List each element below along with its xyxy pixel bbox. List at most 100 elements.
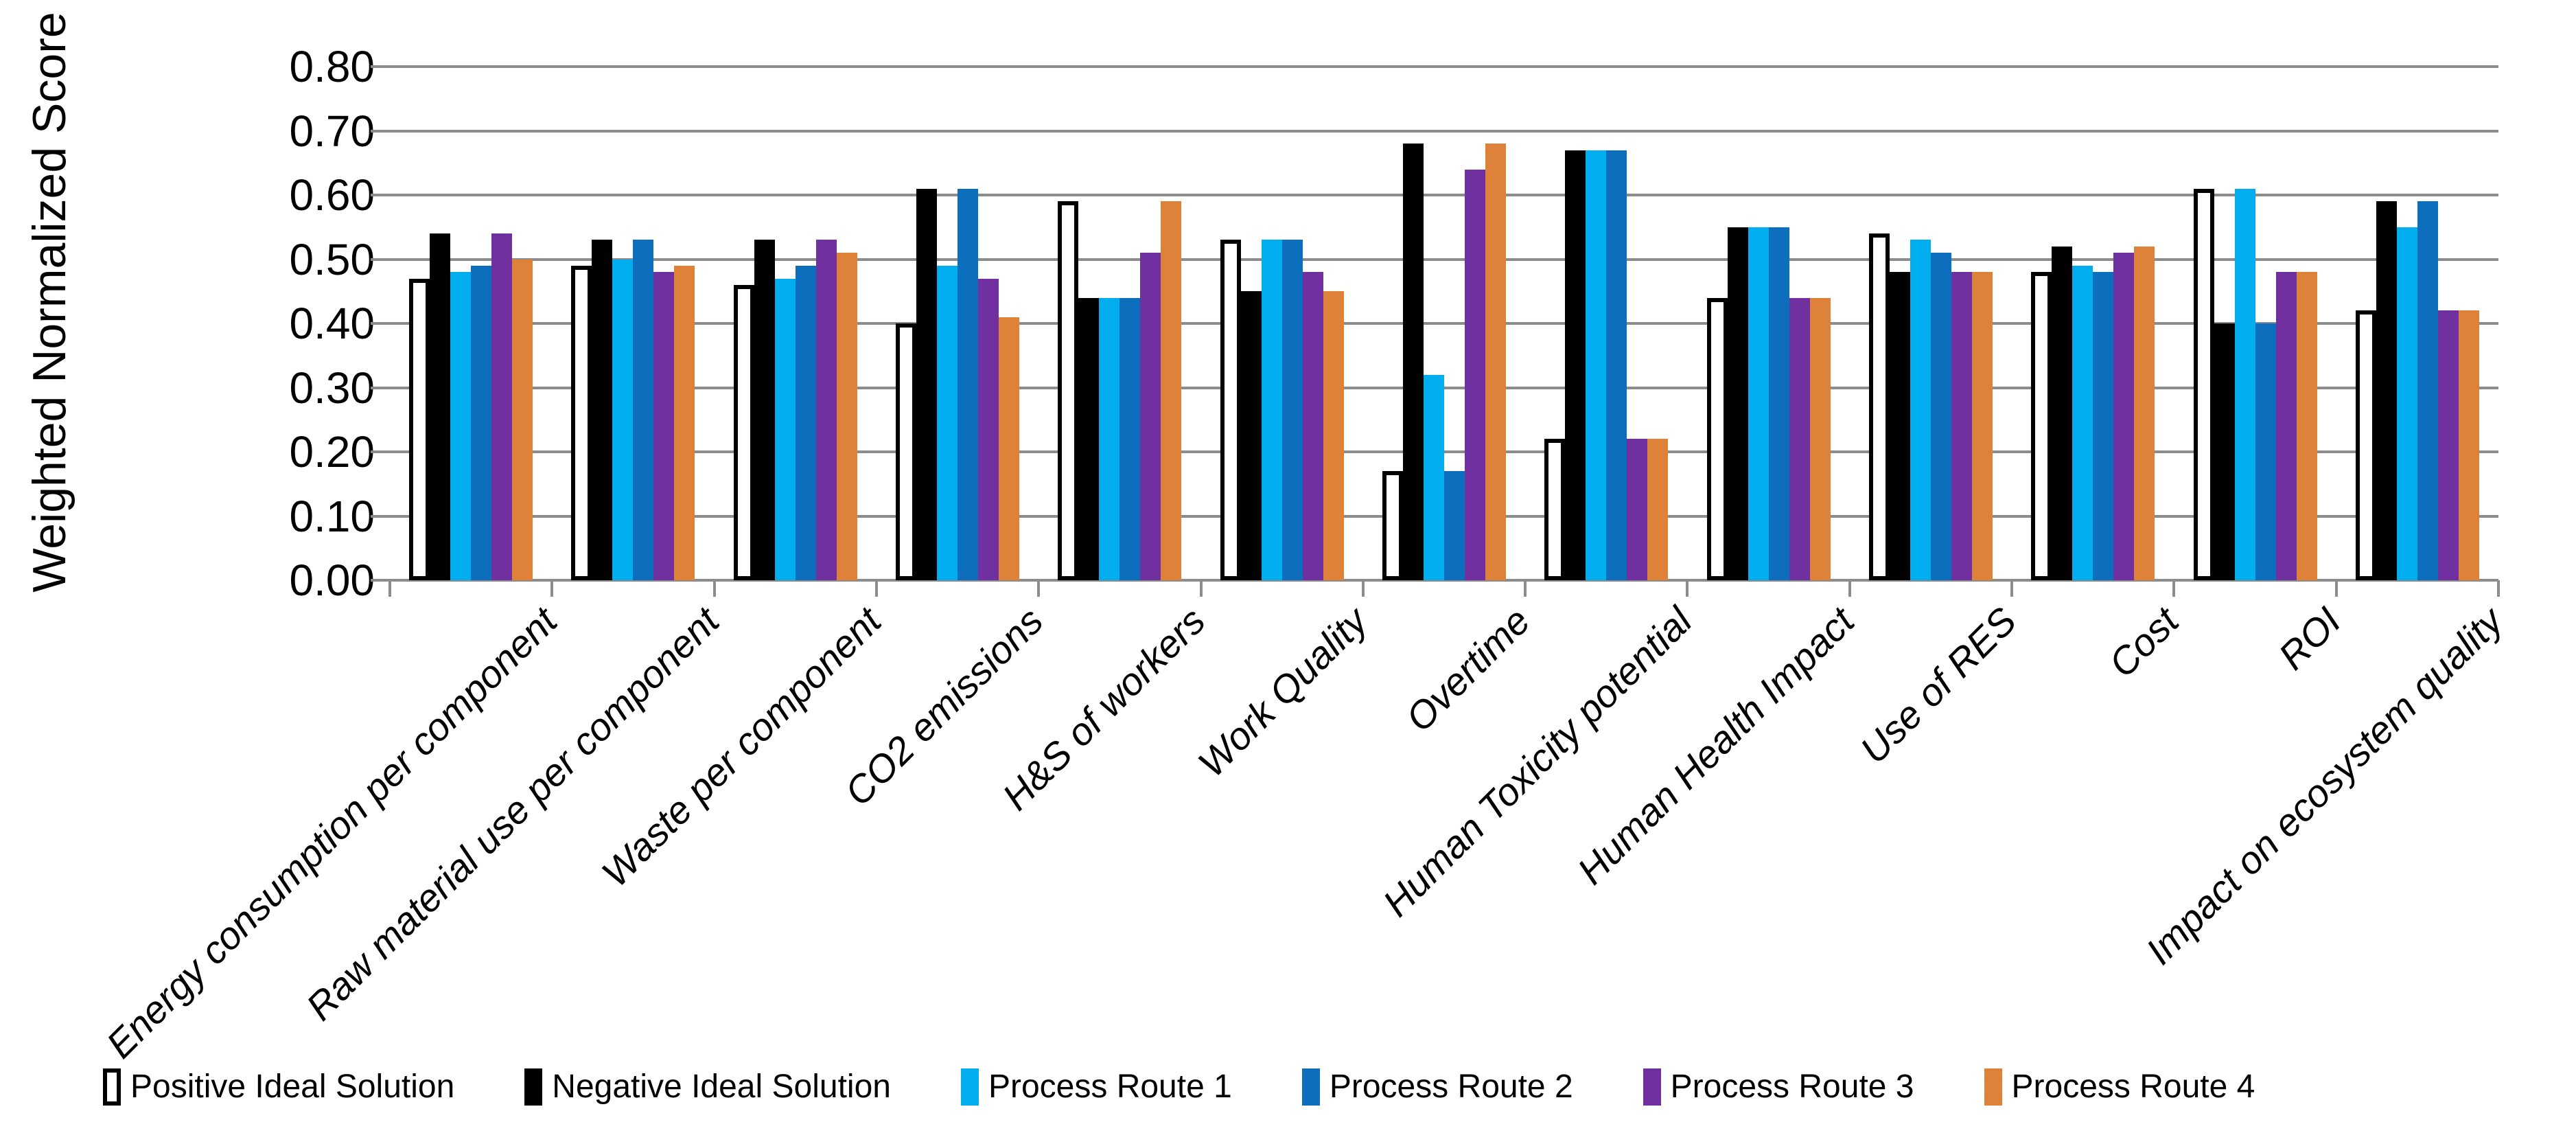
bar-group xyxy=(2174,67,2336,580)
legend-item: Process Route 3 xyxy=(1643,1068,1914,1106)
gridline xyxy=(390,194,2498,196)
bar-series5-cat12 xyxy=(2275,272,2297,580)
x-tick-mark xyxy=(1361,580,1365,597)
bar-series2-cat7 xyxy=(1403,144,1424,580)
bar-series3-cat10 xyxy=(1910,240,1931,580)
x-tick-mark xyxy=(2497,580,2500,597)
bar-series5-cat13 xyxy=(2437,310,2459,580)
y-tick-label: 0.20 xyxy=(289,427,375,477)
bar-group xyxy=(2012,67,2174,580)
bar-group xyxy=(552,67,714,580)
legend: Positive Ideal Solution Negative Ideal So… xyxy=(103,1068,2255,1106)
y-tick-mark xyxy=(371,129,390,133)
gridline xyxy=(390,129,2498,133)
bar-series3-cat13 xyxy=(2396,227,2417,580)
bar-series2-cat10 xyxy=(1889,272,1910,580)
bar-series4-cat8 xyxy=(1606,150,1627,580)
bar-series4-cat4 xyxy=(958,188,979,580)
bar-group xyxy=(1525,67,1687,580)
x-category-label: Cost xyxy=(2100,599,2187,686)
bar-group xyxy=(2336,67,2498,580)
bar-group xyxy=(877,67,1038,580)
bar-series4-cat6 xyxy=(1281,240,1303,580)
bar-series4-cat7 xyxy=(1444,471,1465,580)
bar-series1-cat10 xyxy=(1868,233,1890,580)
x-tick-mark xyxy=(2172,580,2176,597)
x-tick-mark xyxy=(712,580,716,597)
legend-item: Process Route 1 xyxy=(960,1068,1232,1106)
bar-series2-cat5 xyxy=(1078,297,1100,580)
bar-series1-cat5 xyxy=(1058,201,1079,580)
x-category-label: Waste per component xyxy=(593,599,890,895)
bar-series4-cat10 xyxy=(1930,253,1951,580)
bar-series6-cat12 xyxy=(2296,272,2317,580)
bar-series6-cat4 xyxy=(999,317,1020,580)
bar-groups xyxy=(390,67,2498,580)
bar-series3-cat6 xyxy=(1261,240,1282,580)
bar-series2-cat11 xyxy=(2052,246,2073,580)
bar-series6-cat5 xyxy=(1161,201,1182,580)
bar-series1-cat11 xyxy=(2031,272,2052,580)
y-tick-mark xyxy=(371,579,390,582)
bar-series6-cat9 xyxy=(1809,297,1831,580)
legend-item: Process Route 4 xyxy=(1984,1068,2255,1106)
y-tick-mark xyxy=(371,450,390,453)
bar-series1-cat1 xyxy=(409,278,430,580)
x-tick-mark xyxy=(1524,580,1527,597)
bar-series3-cat1 xyxy=(450,272,472,580)
bar-series5-cat9 xyxy=(1789,297,1810,580)
bar-series3-cat7 xyxy=(1424,374,1445,580)
legend-swatch-icon xyxy=(103,1068,121,1106)
bar-series1-cat4 xyxy=(896,323,917,580)
y-tick-mark xyxy=(371,194,390,196)
bar-series6-cat8 xyxy=(1647,439,1669,580)
x-tick-mark xyxy=(1037,580,1041,597)
x-category-label: Use of RES xyxy=(1852,599,2025,772)
legend-label: Process Route 3 xyxy=(1670,1068,1914,1105)
y-tick-label: 0.00 xyxy=(289,556,375,605)
legend-label: Process Route 4 xyxy=(2011,1068,2255,1105)
bar-series2-cat2 xyxy=(592,240,613,580)
x-tick-mark xyxy=(1686,580,1689,597)
bar-series2-cat3 xyxy=(754,240,775,580)
x-category-label: Work Quality xyxy=(1190,599,1376,786)
x-tick-mark xyxy=(388,580,391,597)
legend-label: Positive Ideal Solution xyxy=(130,1068,455,1105)
y-tick-mark xyxy=(371,322,390,325)
gridline xyxy=(390,258,2498,261)
y-tick-mark xyxy=(371,65,390,68)
bar-series6-cat10 xyxy=(1971,272,1993,580)
bar-series4-cat2 xyxy=(633,240,654,580)
bar-series2-cat8 xyxy=(1565,150,1586,580)
legend-label: Negative Ideal Solution xyxy=(552,1068,891,1105)
bar-series1-cat2 xyxy=(571,265,592,580)
bar-series3-cat5 xyxy=(1099,297,1120,580)
bar-series4-cat13 xyxy=(2417,201,2438,580)
x-tick-mark xyxy=(1848,580,1851,597)
legend-swatch-icon xyxy=(1301,1068,1320,1106)
bar-series5-cat4 xyxy=(978,278,999,580)
legend-item: Positive Ideal Solution xyxy=(103,1068,454,1106)
bar-series3-cat4 xyxy=(937,265,958,580)
x-tick-mark xyxy=(550,580,554,597)
bar-series1-cat3 xyxy=(733,284,754,580)
y-tick-label: 0.40 xyxy=(289,299,375,348)
y-tick-label: 0.60 xyxy=(289,170,375,220)
bar-series5-cat8 xyxy=(1627,439,1648,580)
bar-series3-cat2 xyxy=(612,259,634,580)
bar-group xyxy=(715,67,877,580)
y-tick-mark xyxy=(371,386,390,389)
bar-series3-cat12 xyxy=(2234,188,2255,580)
bar-series3-cat11 xyxy=(2072,265,2093,580)
legend-label: Process Route 1 xyxy=(988,1068,1232,1105)
bar-series4-cat1 xyxy=(471,265,492,580)
bar-series2-cat4 xyxy=(916,188,938,580)
bar-series2-cat13 xyxy=(2376,201,2397,580)
bar-series1-cat9 xyxy=(1706,297,1728,580)
bar-series3-cat8 xyxy=(1586,150,1607,580)
bar-series5-cat10 xyxy=(1951,272,1972,580)
bar-series1-cat6 xyxy=(1220,240,1241,580)
bar-series4-cat3 xyxy=(795,265,816,580)
x-category-label: Impact on ecosystem quality xyxy=(2137,599,2511,973)
